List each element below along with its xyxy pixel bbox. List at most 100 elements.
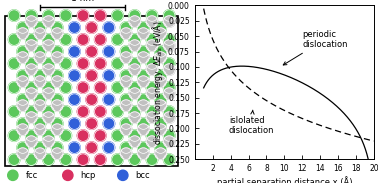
Text: 1 nm: 1 nm <box>71 0 94 3</box>
Circle shape <box>112 154 123 165</box>
Text: islolated
dislocation: islolated dislocation <box>229 110 274 135</box>
Circle shape <box>138 76 149 87</box>
Circle shape <box>77 154 89 165</box>
Circle shape <box>120 118 132 129</box>
Circle shape <box>163 58 175 69</box>
Circle shape <box>43 16 54 27</box>
Circle shape <box>163 88 175 99</box>
Circle shape <box>26 40 37 51</box>
Circle shape <box>146 154 158 165</box>
Circle shape <box>118 170 128 180</box>
Circle shape <box>43 40 54 51</box>
Circle shape <box>112 82 123 93</box>
Circle shape <box>60 10 71 21</box>
Circle shape <box>155 100 166 111</box>
Circle shape <box>77 130 89 141</box>
Circle shape <box>163 136 175 147</box>
Circle shape <box>112 130 123 141</box>
Circle shape <box>129 10 141 21</box>
Circle shape <box>69 118 80 129</box>
Circle shape <box>17 76 28 87</box>
Circle shape <box>17 148 28 159</box>
Circle shape <box>120 70 132 81</box>
Circle shape <box>34 52 46 63</box>
Circle shape <box>51 142 63 153</box>
Circle shape <box>94 10 106 21</box>
Circle shape <box>17 124 28 135</box>
Circle shape <box>43 58 54 69</box>
Text: periodic
dislocation: periodic dislocation <box>283 30 348 65</box>
Circle shape <box>94 34 106 45</box>
Circle shape <box>26 88 37 99</box>
Circle shape <box>51 52 63 63</box>
Circle shape <box>138 46 149 57</box>
Circle shape <box>51 28 63 39</box>
Circle shape <box>155 124 166 135</box>
Circle shape <box>8 130 20 141</box>
Circle shape <box>86 46 98 57</box>
Circle shape <box>155 28 166 39</box>
Circle shape <box>138 94 149 105</box>
Circle shape <box>8 170 18 180</box>
Circle shape <box>17 142 28 153</box>
Circle shape <box>138 52 149 63</box>
Circle shape <box>43 112 54 123</box>
Circle shape <box>26 130 37 141</box>
Circle shape <box>120 124 132 135</box>
Circle shape <box>146 58 158 69</box>
Circle shape <box>94 82 106 93</box>
Circle shape <box>8 82 20 93</box>
Circle shape <box>112 10 123 21</box>
Circle shape <box>146 40 158 51</box>
Circle shape <box>112 106 123 117</box>
Circle shape <box>17 70 28 81</box>
Circle shape <box>163 40 175 51</box>
Circle shape <box>8 58 20 69</box>
Circle shape <box>86 70 98 81</box>
Circle shape <box>17 94 28 105</box>
Circle shape <box>17 100 28 111</box>
Circle shape <box>129 136 141 147</box>
Circle shape <box>138 100 149 111</box>
Circle shape <box>155 148 166 159</box>
Circle shape <box>120 94 132 105</box>
Circle shape <box>60 130 71 141</box>
Circle shape <box>163 82 175 93</box>
Circle shape <box>146 136 158 147</box>
Circle shape <box>120 148 132 159</box>
Circle shape <box>77 82 89 93</box>
Circle shape <box>163 34 175 45</box>
Circle shape <box>129 112 141 123</box>
Circle shape <box>94 130 106 141</box>
Circle shape <box>60 106 71 117</box>
Circle shape <box>94 154 106 165</box>
Circle shape <box>138 142 149 153</box>
Circle shape <box>146 112 158 123</box>
Circle shape <box>103 94 115 105</box>
Circle shape <box>43 130 54 141</box>
Circle shape <box>146 16 158 27</box>
Circle shape <box>94 106 106 117</box>
Circle shape <box>163 64 175 75</box>
Circle shape <box>120 76 132 87</box>
Circle shape <box>129 88 141 99</box>
Circle shape <box>26 58 37 69</box>
Circle shape <box>112 34 123 45</box>
Circle shape <box>17 46 28 57</box>
Circle shape <box>43 136 54 147</box>
Circle shape <box>138 22 149 33</box>
Circle shape <box>103 142 115 153</box>
Circle shape <box>146 10 158 21</box>
Circle shape <box>86 142 98 153</box>
Circle shape <box>94 58 106 69</box>
Circle shape <box>163 112 175 123</box>
Circle shape <box>155 22 166 33</box>
Circle shape <box>103 70 115 81</box>
Circle shape <box>86 118 98 129</box>
Circle shape <box>146 130 158 141</box>
Circle shape <box>26 64 37 75</box>
Circle shape <box>155 46 166 57</box>
Circle shape <box>43 154 54 165</box>
Circle shape <box>138 28 149 39</box>
Circle shape <box>155 52 166 63</box>
